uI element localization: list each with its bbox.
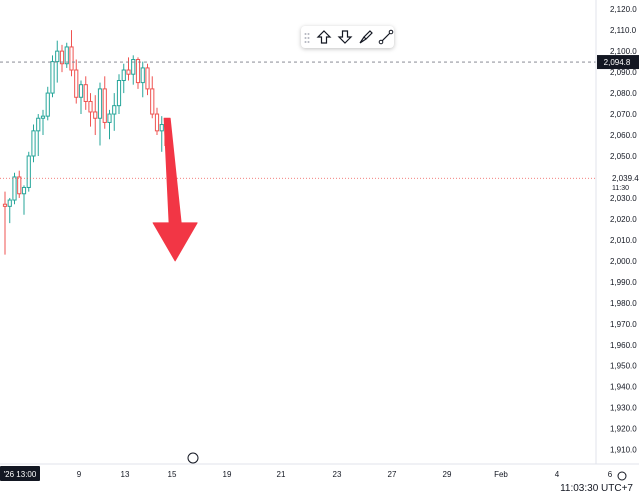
price-tick-label: 1,940.0 (610, 383, 637, 392)
time-tick-label: 21 (277, 470, 286, 479)
candle-body (40, 115, 46, 119)
candle-body (121, 69, 126, 81)
candle-body (88, 100, 93, 113)
candle-body (116, 80, 122, 107)
candle-body (78, 84, 84, 98)
pin-icon[interactable] (357, 28, 375, 46)
price-lines (0, 61, 596, 179)
time-tick-label: 4 (555, 470, 560, 479)
price-tick-label: 1,950.0 (610, 362, 637, 371)
price-axis[interactable]: 1,910.0 1,920.0 1,930.0 1,940.0 1,950.0 1,960… (595, 0, 639, 464)
price-tick-label: 1,970.0 (610, 320, 637, 329)
price-tick-label: 2,020.0 (610, 215, 637, 224)
arrow-shape[interactable] (152, 117, 198, 262)
time-tick-label: 27 (388, 470, 397, 479)
arrow-down-icon[interactable] (336, 28, 354, 46)
candle-body (135, 59, 141, 84)
current-price-label: 2,039.4 (612, 174, 639, 183)
candle-body (83, 84, 88, 102)
time-tick-label: 19 (223, 470, 232, 479)
candle-body (17, 176, 22, 195)
price-tick-label: 1,990.0 (610, 278, 637, 287)
down-arrow-drawing[interactable] (152, 117, 198, 262)
candle-body (102, 88, 107, 123)
drawing-toolbar (301, 26, 394, 48)
drag-handle-icon[interactable] (304, 31, 310, 43)
candle-body (140, 67, 145, 84)
price-tick-label: 1,910.0 (610, 446, 637, 455)
price-tick-label: 1,930.0 (610, 404, 637, 413)
candle-body (36, 117, 41, 132)
candle-body (107, 113, 112, 123)
price-tick-label: 2,060.0 (610, 131, 637, 140)
event-marker-icon[interactable] (187, 452, 199, 464)
candle-body (12, 176, 17, 201)
candle-body (45, 92, 50, 117)
candle-body (154, 113, 160, 132)
arrow-up-icon[interactable] (315, 28, 333, 46)
price-tick-label: 2,110.0 (610, 26, 637, 35)
candle-body (2, 203, 8, 207)
candle-body (74, 69, 79, 98)
candle-body (59, 50, 65, 65)
price-tick-label: 1,920.0 (610, 425, 637, 434)
price-tick-label: 1,960.0 (610, 341, 637, 350)
price-tick-label: 2,050.0 (610, 152, 637, 161)
time-tick-label: 6 (608, 470, 613, 479)
price-tick-label: 2,090.0 (610, 68, 637, 77)
time-tick-label: 9 (77, 470, 82, 479)
trend-line-icon[interactable] (377, 28, 395, 46)
clock-readout[interactable]: 11:03:30 UTC+7 (560, 483, 633, 494)
time-axis[interactable]: '26 13:00 9 13 15 19 21 23 27 29 Feb 4 6 (0, 452, 639, 481)
time-tick-label: 29 (443, 470, 452, 479)
time-cursor-label: '26 13:00 (4, 470, 37, 479)
candle-body (31, 130, 36, 157)
candle-body (145, 67, 150, 90)
price-tick-label: 2,120.0 (610, 5, 637, 14)
time-tick-label: 13 (121, 470, 130, 479)
candle-body (159, 124, 164, 132)
plus-icon (597, 58, 605, 66)
price-tick-label: 2,000.0 (610, 257, 637, 266)
candle-body (7, 199, 12, 207)
time-tick-label: 23 (333, 470, 342, 479)
price-tick-label: 2,080.0 (610, 89, 637, 98)
candle-body (55, 50, 60, 63)
candle-body (131, 59, 136, 75)
current-price-badge (597, 171, 639, 194)
candle-body (126, 69, 131, 75)
candle-body (26, 155, 31, 188)
price-tick-label: 2,070.0 (610, 110, 637, 119)
hover-price-badge (597, 55, 639, 70)
candle-body (150, 88, 155, 115)
current-time-label: 11:30 (612, 185, 629, 192)
price-tick-label: 2,010.0 (610, 236, 637, 245)
time-cursor-box (0, 466, 40, 481)
price-tick-label: 2,030.0 (610, 194, 637, 203)
price-tick-label: 1,980.0 (610, 299, 637, 308)
hover-price-label: 2,094.8 (604, 58, 631, 67)
price-tick-label: 2,100.0 (610, 47, 637, 56)
candle-body (112, 105, 117, 115)
time-tick-label: 15 (168, 470, 177, 479)
candle-body (69, 46, 74, 71)
candles (2, 30, 174, 255)
candle-body (21, 186, 27, 195)
settings-icon[interactable] (617, 471, 627, 481)
candle-body (93, 111, 98, 119)
candle-body (64, 46, 69, 65)
candle-body (50, 61, 55, 94)
candle-body (97, 88, 103, 119)
time-tick-label: Feb (494, 470, 508, 479)
